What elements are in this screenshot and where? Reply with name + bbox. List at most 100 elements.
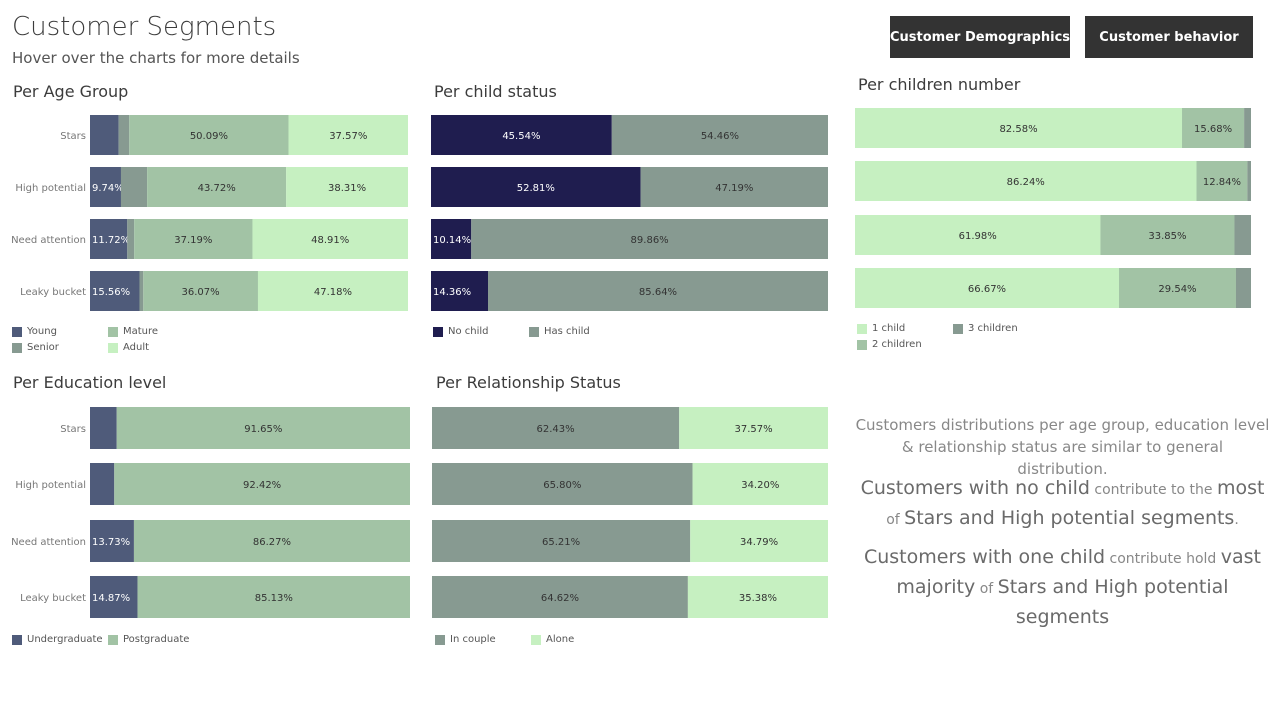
education-bar-high-potential-undergraduate[interactable] [90, 463, 115, 505]
children-data-label-need-attention-1-child: 61.98% [959, 231, 997, 242]
child-legend-item[interactable]: Has child [529, 326, 590, 337]
age-bar-need-attention-mature[interactable] [134, 219, 253, 259]
age-data-label-high-potential-young: 9.74% [92, 183, 124, 194]
relationship-bar-high-potential-alone[interactable] [692, 463, 828, 505]
education-bar-stars-postgraduate[interactable] [116, 407, 410, 449]
children-legend-item[interactable]: 3 children [953, 323, 1018, 334]
child-data-label-leaky-bucket-no-child: 14.36% [433, 287, 471, 298]
chart-title-education: Per Education level [13, 373, 167, 392]
age-bar-leaky-bucket-adult[interactable] [257, 271, 408, 311]
children-bar-high-potential-2-children[interactable] [1196, 161, 1248, 201]
relationship-legend-item[interactable]: Alone [531, 634, 574, 645]
relationship-bar-leaky-bucket-in-couple[interactable] [432, 576, 688, 618]
children-legend-item[interactable]: 1 child [857, 323, 905, 334]
education-bar-leaky-bucket-postgraduate[interactable] [137, 576, 411, 618]
relationship-bar-stars-in-couple[interactable] [432, 407, 680, 449]
education-category-label-high-potential: High potential [15, 480, 86, 491]
children-bar-stars-2-children[interactable] [1182, 108, 1245, 148]
customer-behavior-button[interactable]: Customer behavior [1085, 16, 1253, 58]
customer-demographics-button[interactable]: Customer Demographics [890, 16, 1070, 58]
child-bar-leaky-bucket-has-child[interactable] [488, 271, 828, 311]
age-bar-stars-mature[interactable] [129, 115, 289, 155]
education-data-label-need-attention-undergraduate: 13.73% [92, 537, 130, 548]
child-bar-leaky-bucket-no-child[interactable] [431, 271, 489, 311]
age-bar-leaky-bucket-young[interactable] [90, 271, 140, 311]
age-bar-high-potential-young[interactable] [90, 167, 121, 207]
relationship-bar-stars-alone[interactable] [679, 407, 828, 449]
age-data-label-need-attention-mature: 37.19% [174, 235, 212, 246]
education-bar-leaky-bucket-undergraduate[interactable] [90, 576, 138, 618]
education-bar-stars-undergraduate[interactable] [90, 407, 117, 449]
children-bar-leaky-bucket-2-children[interactable] [1119, 268, 1236, 308]
age-data-label-stars-mature: 50.09% [190, 131, 228, 142]
age-bar-stars-young[interactable] [90, 115, 119, 155]
children-legend-label: 3 children [968, 323, 1018, 334]
insight-no-child-a: Customers with no child [860, 477, 1090, 499]
age-bar-need-attention-adult[interactable] [252, 219, 408, 259]
relationship-bar-need-attention-in-couple[interactable] [432, 520, 691, 562]
education-legend-item[interactable]: Postgraduate [108, 634, 189, 645]
relationship-legend-swatch [531, 634, 541, 645]
age-legend-item[interactable]: Young [12, 326, 57, 337]
education-bar-need-attention-postgraduate[interactable] [133, 520, 410, 562]
relationship-data-label-leaky-bucket-in-couple: 64.62% [541, 593, 579, 604]
children-bar-stars-1-child[interactable] [855, 108, 1183, 148]
child-bar-need-attention-has-child[interactable] [471, 219, 828, 259]
age-bar-need-attention-senior[interactable] [127, 219, 135, 259]
education-data-label-high-potential-postgraduate: 92.42% [243, 480, 281, 491]
children-bar-need-attention-2-children[interactable] [1100, 215, 1235, 255]
relationship-legend-swatch [435, 634, 445, 645]
age-bar-high-potential-adult[interactable] [286, 167, 408, 207]
child-bar-stars-no-child[interactable] [431, 115, 612, 155]
children-data-label-leaky-bucket-2-children: 29.54% [1158, 284, 1196, 295]
insight-general: Customers distributions per age group, e… [855, 416, 1270, 478]
relationship-data-label-high-potential-in-couple: 65.80% [543, 480, 581, 491]
chart-title-relationship: Per Relationship Status [436, 373, 621, 392]
age-legend-item[interactable]: Mature [108, 326, 158, 337]
children-data-label-high-potential-1-child: 86.24% [1007, 177, 1045, 188]
education-data-label-leaky-bucket-postgraduate: 85.13% [255, 593, 293, 604]
children-bar-need-attention-3-children[interactable] [1234, 215, 1251, 255]
child-bar-high-potential-no-child[interactable] [431, 167, 641, 207]
age-bar-leaky-bucket-senior[interactable] [139, 271, 144, 311]
education-bar-need-attention-undergraduate[interactable] [90, 520, 134, 562]
age-category-label-high-potential: High potential [15, 183, 86, 194]
age-bar-high-potential-senior[interactable] [120, 167, 148, 207]
age-bar-high-potential-mature[interactable] [147, 167, 287, 207]
education-legend-item[interactable]: Undergraduate [12, 634, 103, 645]
children-bar-leaky-bucket-1-child[interactable] [855, 268, 1120, 308]
children-bar-high-potential-1-child[interactable] [855, 161, 1197, 201]
age-bar-leaky-bucket-mature[interactable] [143, 271, 258, 311]
insight-one-child-d: of [975, 581, 998, 597]
education-legend-label: Postgraduate [123, 634, 190, 645]
children-legend-item[interactable]: 2 children [857, 339, 922, 350]
insight-no-child-d: of [886, 512, 905, 528]
relationship-legend-item[interactable]: In couple [435, 634, 496, 645]
relationship-bar-high-potential-in-couple[interactable] [432, 463, 693, 505]
age-legend-swatch [12, 342, 22, 353]
age-bar-stars-adult[interactable] [288, 115, 408, 155]
children-bar-stars-3-children[interactable] [1244, 108, 1251, 148]
children-bar-need-attention-1-child[interactable] [855, 215, 1101, 255]
child-bar-high-potential-has-child[interactable] [640, 167, 828, 207]
insight-one-child: Customers with one child contribute hold… [855, 543, 1270, 633]
age-legend-label: Young [27, 326, 57, 337]
education-data-label-need-attention-postgraduate: 86.27% [253, 537, 291, 548]
children-bar-leaky-bucket-3-children[interactable] [1235, 268, 1251, 308]
age-bar-stars-senior[interactable] [118, 115, 130, 155]
age-data-label-leaky-bucket-young: 15.56% [92, 287, 130, 298]
age-bar-need-attention-young[interactable] [90, 219, 128, 259]
education-bar-high-potential-postgraduate[interactable] [114, 463, 411, 505]
child-bar-need-attention-no-child[interactable] [431, 219, 472, 259]
age-category-label-stars: Stars [60, 131, 86, 142]
relationship-bar-need-attention-alone[interactable] [690, 520, 828, 562]
child-data-label-stars-has-child: 54.46% [701, 131, 739, 142]
age-data-label-leaky-bucket-mature: 36.07% [182, 287, 220, 298]
relationship-bar-leaky-bucket-alone[interactable] [687, 576, 828, 618]
child-legend-item[interactable]: No child [433, 326, 489, 337]
children-bar-high-potential-3-children[interactable] [1247, 161, 1251, 201]
age-legend-item[interactable]: Senior [12, 342, 59, 353]
age-legend-item[interactable]: Adult [108, 342, 149, 353]
age-data-label-stars-adult: 37.57% [329, 131, 367, 142]
child-bar-stars-has-child[interactable] [611, 115, 828, 155]
